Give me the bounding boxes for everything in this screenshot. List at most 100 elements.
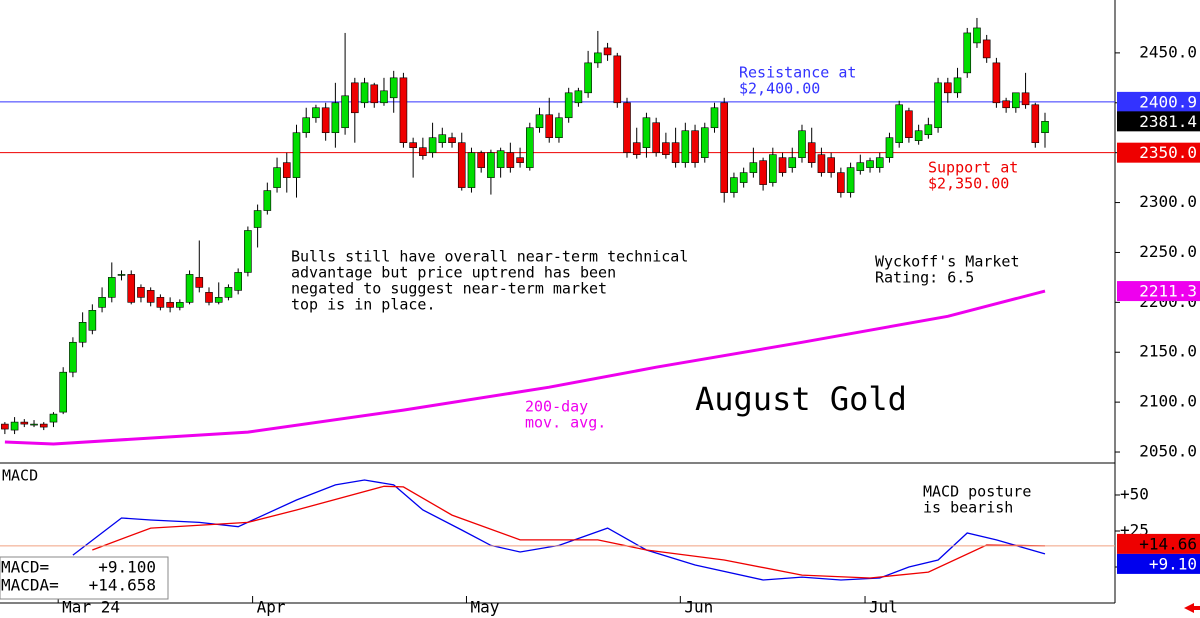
candle-body xyxy=(594,52,602,64)
candle-body xyxy=(827,157,835,173)
candle-body xyxy=(788,157,797,168)
readout-box xyxy=(0,556,169,600)
candle-body xyxy=(214,297,223,303)
candle-body xyxy=(176,302,184,308)
candle-body xyxy=(671,142,680,163)
candle-body xyxy=(1,423,9,430)
annotation: is bearish xyxy=(923,499,1013,517)
annotation: negated to suggest near-term market xyxy=(291,280,607,298)
candle-body xyxy=(1041,121,1049,134)
x-tick-label: Apr xyxy=(257,598,286,617)
chart-title: August Gold xyxy=(695,380,907,418)
candle-body xyxy=(613,55,622,104)
candle-body xyxy=(525,127,534,168)
candle-body xyxy=(545,114,554,139)
candle-body xyxy=(428,137,437,153)
candle-body xyxy=(943,82,952,94)
value-box-label: 2381.4 xyxy=(1139,112,1197,131)
candle-body xyxy=(895,104,903,143)
candle-body xyxy=(866,160,874,168)
candle-body xyxy=(341,95,349,129)
candle-body xyxy=(739,172,748,183)
candle-body xyxy=(88,310,97,331)
candle-body xyxy=(934,82,942,129)
x-tick-label: Mar 24 xyxy=(62,598,120,617)
macd-line xyxy=(92,485,1046,579)
candle-body xyxy=(399,77,408,143)
y-tick-label: 2250.0 xyxy=(1139,242,1197,261)
candle-body xyxy=(662,142,670,155)
candle-body xyxy=(642,117,651,148)
candle-body xyxy=(506,152,515,168)
candle-body xyxy=(351,82,359,114)
candle-body xyxy=(321,107,330,134)
candle-body xyxy=(146,290,155,303)
candle-body xyxy=(1031,104,1040,143)
candle-body xyxy=(807,142,816,163)
candle-body xyxy=(691,130,699,163)
candle-body xyxy=(107,277,116,298)
candle-body xyxy=(749,162,758,173)
value-box xyxy=(1117,142,1200,163)
value-box xyxy=(1117,533,1200,554)
candle-body xyxy=(127,274,136,303)
candle-body xyxy=(730,177,738,193)
candle-body xyxy=(798,130,806,158)
candle-body xyxy=(963,32,972,74)
annotation: Support at xyxy=(928,159,1018,177)
y-tick-label: 2100.0 xyxy=(1139,392,1197,411)
candle-body xyxy=(1012,92,1020,109)
candle-body xyxy=(1021,92,1030,106)
candle-body xyxy=(312,107,320,119)
candle-body xyxy=(496,150,505,168)
candle-body xyxy=(263,190,272,211)
candle-body xyxy=(448,137,456,143)
candle-body xyxy=(234,272,242,291)
value-box-label: 2211.3 xyxy=(1139,282,1197,301)
candle-body xyxy=(574,90,583,104)
x-tick-label: Jul xyxy=(869,598,898,617)
y-tick-label: 2150.0 xyxy=(1139,342,1197,361)
candle-body xyxy=(78,322,87,343)
candle-body xyxy=(759,160,767,185)
candle-body xyxy=(49,413,58,423)
value-box xyxy=(1117,281,1200,302)
candle-body xyxy=(98,297,106,308)
candle-body xyxy=(535,114,544,129)
candle-body xyxy=(253,210,262,228)
candle-body xyxy=(914,130,923,141)
y-tick-label: 2050.0 xyxy=(1139,442,1197,461)
value-box-label: +9.10 xyxy=(1149,554,1197,573)
candle-body xyxy=(769,154,777,183)
candle-body xyxy=(564,92,573,119)
candle-body xyxy=(185,274,194,303)
candle-body xyxy=(710,107,719,129)
annotation: Bulls still have overall near-term techn… xyxy=(291,248,688,266)
candle-body xyxy=(273,167,281,188)
annotation: Rating: 6.5 xyxy=(875,269,974,287)
y-tick-label: +50 xyxy=(1120,484,1149,503)
candle-body xyxy=(623,102,631,153)
candle-body xyxy=(389,77,398,99)
candle-body xyxy=(292,132,301,178)
candle-body xyxy=(778,157,787,173)
candle-body xyxy=(457,142,466,188)
candle-body xyxy=(1002,100,1010,109)
readout-value: +14.658 xyxy=(89,576,156,595)
candle-body xyxy=(166,302,174,308)
value-box xyxy=(1117,91,1200,112)
candle-body xyxy=(117,274,126,276)
candle-body xyxy=(477,152,485,168)
candle-body xyxy=(584,62,592,94)
panel-title: MACD xyxy=(2,467,38,485)
candle-body xyxy=(856,162,865,171)
candle-body xyxy=(156,297,165,308)
annotation: $2,350.00 xyxy=(928,175,1009,193)
candle-body xyxy=(700,127,709,158)
candle-body xyxy=(380,90,388,104)
candle-body xyxy=(652,122,660,153)
annotation: $2,400.00 xyxy=(739,80,820,98)
candle-body xyxy=(282,162,291,178)
annotation: mov. avg. xyxy=(525,414,606,432)
